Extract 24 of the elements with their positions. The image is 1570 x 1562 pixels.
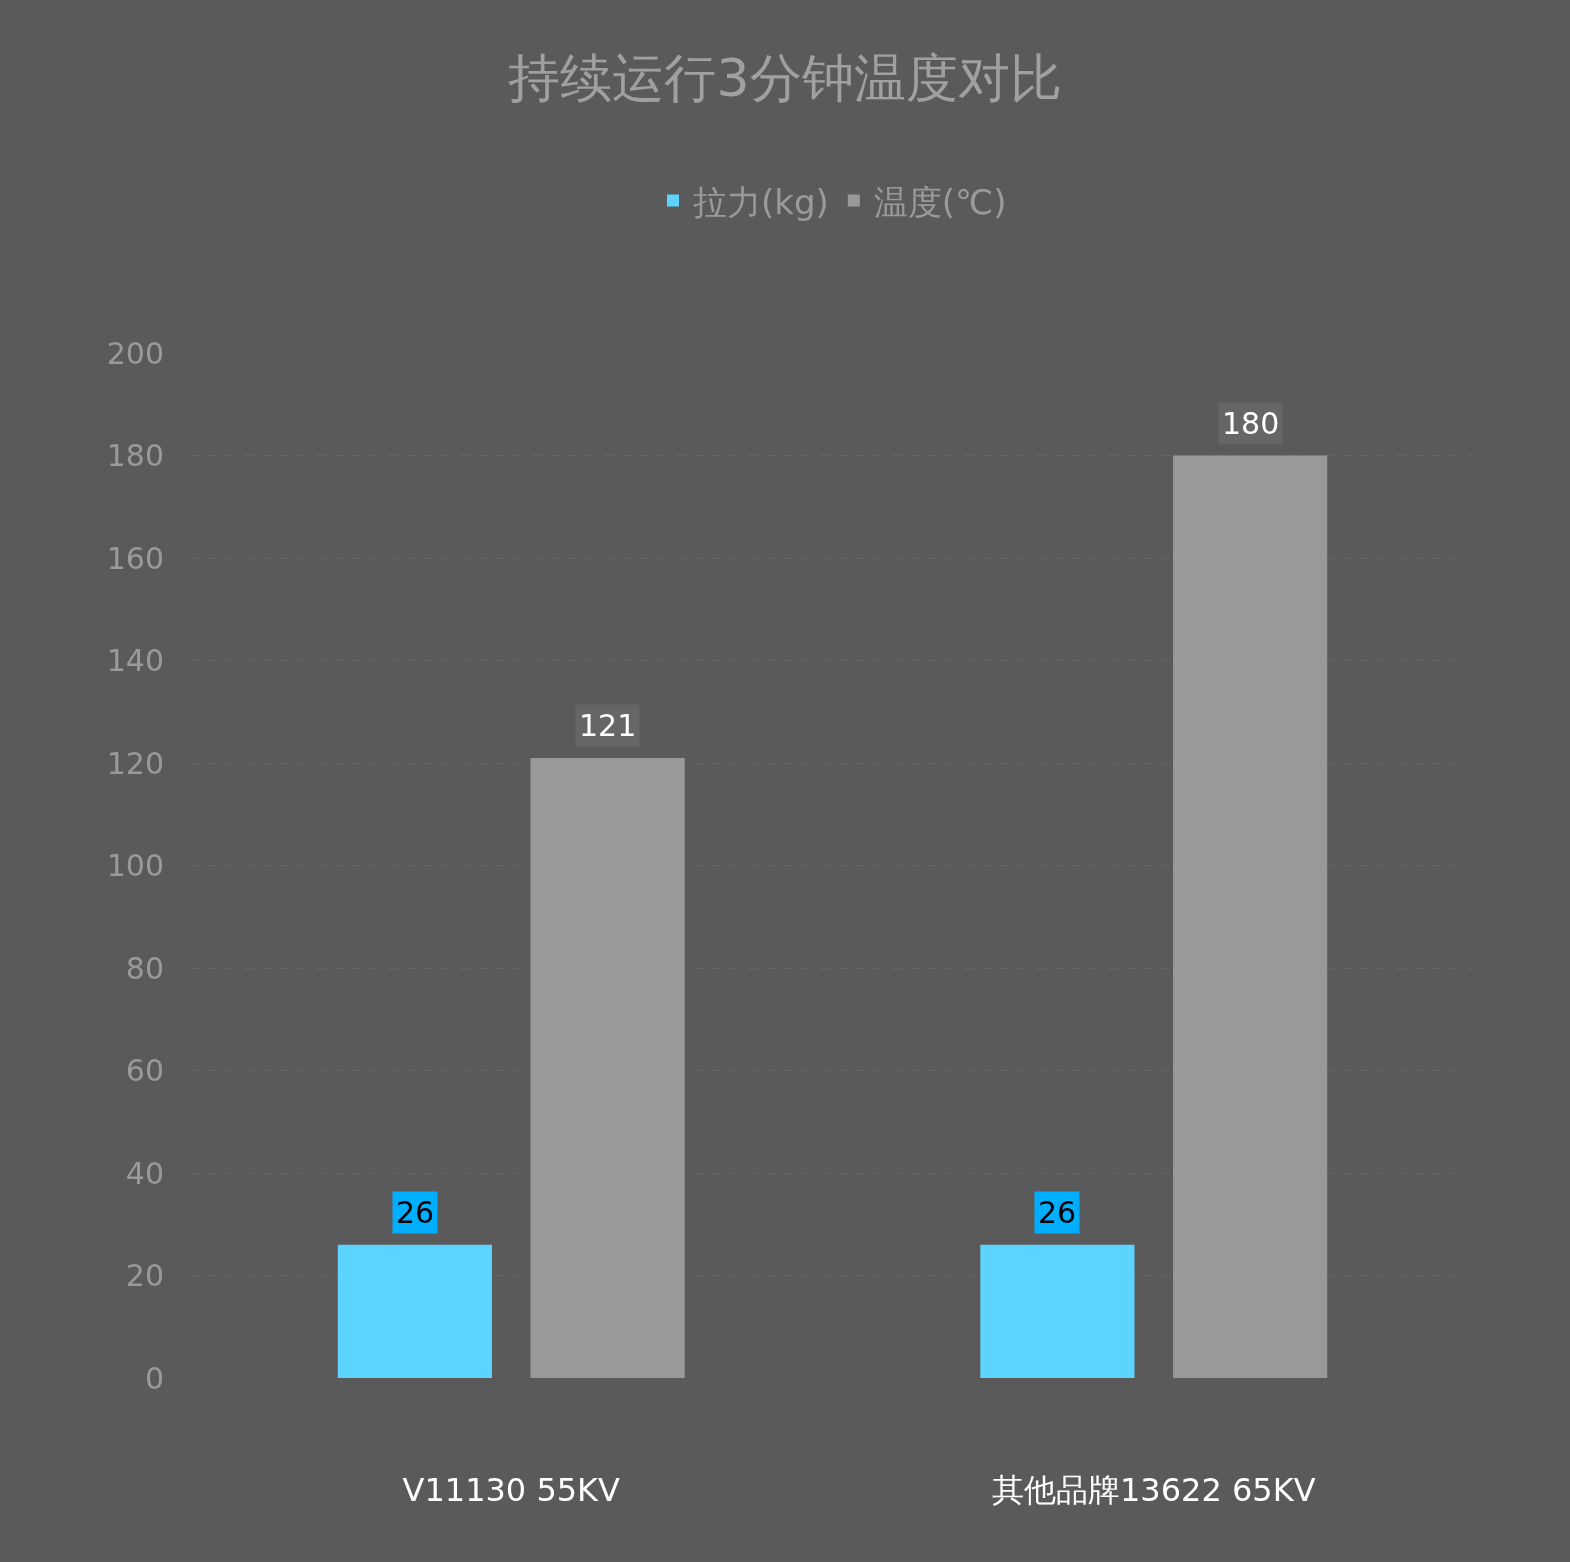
y-tick-label: 20 [125, 1258, 164, 1293]
bar [530, 757, 685, 1378]
legend-label: 温度(℃) [873, 181, 1007, 222]
y-tick-label: 60 [125, 1053, 164, 1088]
x-tick-label: V11130 55KV [402, 1471, 621, 1509]
data-label: 121 [579, 708, 637, 743]
bar [337, 1244, 492, 1378]
y-tick-label: 80 [125, 950, 164, 986]
data-label: 180 [1222, 406, 1280, 441]
chart-title: 持续运行3分钟温度对比 [508, 48, 1062, 109]
data-label: 26 [1038, 1195, 1077, 1230]
bar [980, 1244, 1135, 1378]
y-tick-label: 120 [106, 745, 164, 781]
legend-label: 拉力(kg) [693, 181, 829, 222]
y-tick-label: 140 [106, 643, 164, 678]
y-tick-label: 180 [106, 438, 164, 473]
y-tick-label: 160 [106, 540, 164, 576]
y-tick-label: 0 [144, 1360, 164, 1396]
y-tick-label: 200 [106, 335, 164, 371]
bar [1173, 455, 1328, 1378]
y-tick-label: 100 [106, 848, 164, 883]
data-label: 26 [396, 1195, 435, 1230]
x-tick-label: 其他品牌13622 65KV [991, 1471, 1316, 1509]
y-tick-label: 40 [125, 1155, 164, 1191]
